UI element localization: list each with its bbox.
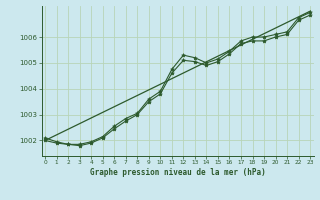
X-axis label: Graphe pression niveau de la mer (hPa): Graphe pression niveau de la mer (hPa) xyxy=(90,168,266,177)
